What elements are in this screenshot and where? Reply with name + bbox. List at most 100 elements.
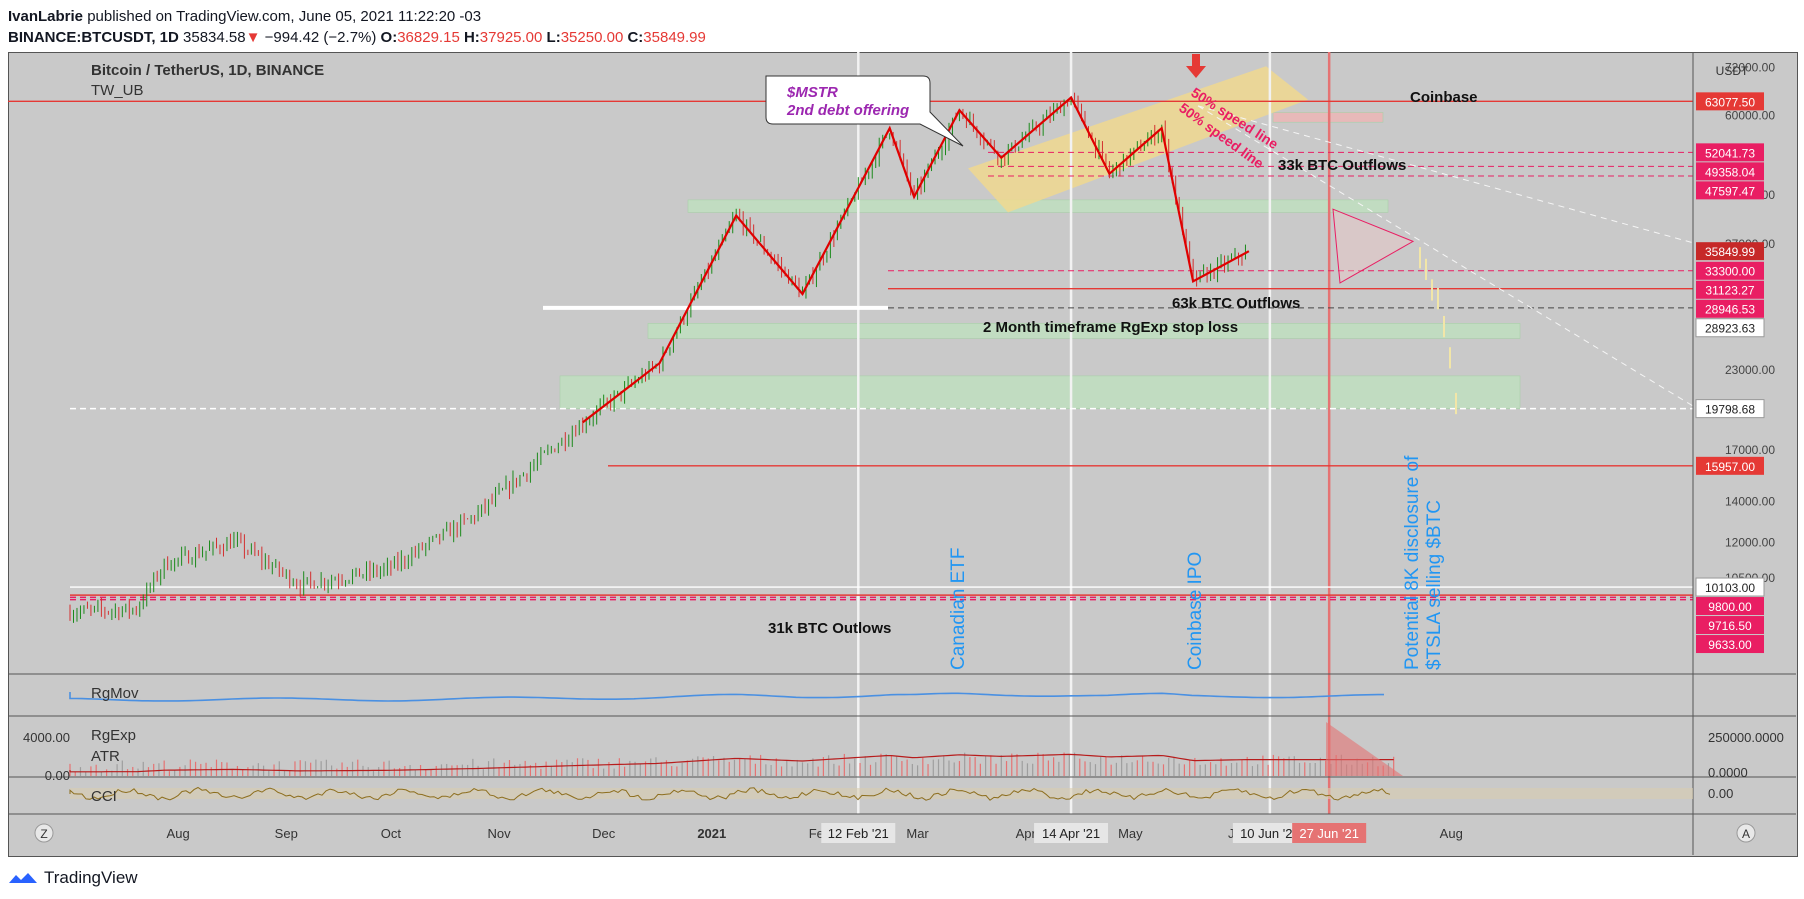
price-tick: 72000.00 [1725, 60, 1775, 74]
chart-frame[interactable] [8, 52, 1798, 857]
mstr-label: $MSTR [786, 84, 838, 101]
date-badge [821, 823, 896, 843]
price-label-box [1695, 318, 1765, 338]
indicator-label: TW_UB [91, 82, 144, 99]
price-label: 31123.27 [1705, 284, 1754, 298]
symbol: BINANCE:BTCUSDT, 1D [8, 29, 179, 46]
footer: TradingView [8, 868, 138, 888]
price-label-box [1696, 143, 1764, 162]
price-label-box [1696, 616, 1764, 635]
price-label-box [1696, 181, 1764, 200]
last-price: 35834.58 [183, 29, 246, 46]
price-tick: 60000.00 [1725, 109, 1775, 123]
time-tick: Apr [1016, 826, 1037, 841]
price-tick: 23000.00 [1725, 363, 1775, 377]
cci-right-tick: 0.00 [1708, 786, 1733, 801]
triangle-pattern [1332, 208, 1415, 284]
stop-loss-label: 2 Month timeframe RgExp stop loss [983, 319, 1238, 336]
date-badge-label: 27 Jun '21 [1299, 826, 1359, 841]
price-label: 33300.00 [1705, 265, 1755, 279]
support-zone [687, 199, 1389, 213]
wave-count-line [582, 95, 1250, 424]
time-tick: May [1118, 826, 1143, 841]
tradingview-logo-icon [9, 873, 37, 883]
high-value: 37925.00 [479, 29, 543, 46]
zoom-button-label: Z [40, 827, 47, 841]
price-label: 52041.73 [1705, 146, 1755, 160]
atr-decline-shape [1326, 722, 1403, 776]
price-chart[interactable]: 72000.0060000.0044500.0037000.0023000.00… [8, 52, 1796, 855]
price-label: 28946.53 [1705, 303, 1755, 317]
price-label: 10103.00 [1705, 581, 1755, 595]
price-label: 19798.68 [1705, 403, 1755, 417]
price-label: 28923.63 [1705, 322, 1755, 336]
auto-scale-button[interactable]: A [1736, 823, 1756, 843]
date-badge-label: 14 Apr '21 [1042, 826, 1100, 841]
price-label-box [1696, 597, 1764, 616]
close-value: 35849.99 [643, 29, 706, 46]
atr-label: ATR [91, 748, 120, 765]
rgexp-left-tick-top: 4000.00 [23, 730, 70, 745]
time-tick: 2021 [697, 826, 726, 841]
open-label: O: [380, 29, 398, 46]
date-badge-label: 12 Feb '21 [828, 826, 889, 841]
price-label: 49358.04 [1705, 165, 1755, 179]
price-label-box [1695, 399, 1765, 419]
time-tick: Oct [381, 826, 402, 841]
cci-band [70, 788, 1693, 799]
time-tick: Aug [167, 826, 190, 841]
tesla-disclosure-label-2: $TSLA selling $BTC [1424, 500, 1445, 670]
price-change: −994.42 (−2.7%) [264, 29, 377, 46]
price-label: 15957.00 [1705, 460, 1755, 474]
speed-line [1197, 105, 1694, 244]
author-name[interactable]: IvanLabrie [8, 8, 84, 25]
ohlc-line: BINANCE:BTCUSDT, 1D 35834.58▼ −994.42 (−… [8, 29, 706, 46]
price-label-box [1696, 162, 1764, 181]
price-label-box [1696, 280, 1764, 299]
low-value: 35250.00 [560, 29, 624, 46]
price-tick: 14000.00 [1725, 495, 1775, 509]
date-badge [1292, 823, 1367, 843]
cci-line [69, 786, 1391, 801]
time-tick: Mar [906, 826, 929, 841]
outflows-33k-label: 33k BTC Outflows [1278, 157, 1406, 174]
high-label: H: [463, 29, 480, 46]
tesla-disclosure-label-1: Potential 8K disclosure of [1402, 455, 1423, 670]
price-tick: 12000.00 [1725, 535, 1775, 549]
rgexp-left-tick-bottom: 0.00 [45, 768, 70, 783]
support-zone [647, 323, 1521, 339]
price-label: 35849.99 [1705, 245, 1755, 259]
coinbase-ipo-label: Coinbase IPO [1185, 552, 1206, 670]
down-triangle-icon: ▼ [245, 29, 261, 46]
price-label-box [1695, 577, 1765, 597]
outflows-31k-label: 31k BTC Outlows [768, 620, 891, 637]
published-text: published on TradingView.com, June 05, 2… [83, 8, 482, 25]
low-label: L: [546, 29, 561, 46]
auto-scale-button-label: A [1742, 827, 1750, 841]
rgexp-label: RgExp [91, 727, 136, 744]
price-label-box [1696, 242, 1764, 261]
price-label-box [1696, 92, 1764, 111]
rgmov-line [69, 692, 1384, 702]
time-tick: Dec [592, 826, 616, 841]
debt-offering-label: 2nd debt offering [786, 102, 909, 119]
publish-line: IvanLabrie published on TradingView.com,… [8, 8, 481, 25]
price-label: 9716.50 [1708, 619, 1752, 633]
cci-label: CCI [91, 788, 117, 805]
top-arrow-icon [1186, 54, 1206, 78]
support-zone [559, 375, 1521, 409]
rgexp-right-tick-bottom: 0.0000 [1708, 765, 1748, 780]
price-tick: 17000.00 [1725, 443, 1775, 457]
tradingview-brand[interactable]: TradingView [44, 868, 138, 887]
rgexp-right-tick-top: 250000.0000 [1708, 730, 1784, 745]
zoom-button[interactable]: Z [34, 823, 54, 843]
price-label-box [1696, 261, 1764, 280]
chart-legend-title: Bitcoin / TetherUS, 1D, BINANCE [91, 62, 324, 79]
date-badge [1232, 823, 1307, 843]
price-label: 63077.50 [1705, 95, 1755, 109]
close-label: C: [627, 29, 644, 46]
open-value: 36829.15 [397, 29, 460, 46]
price-label: 9633.00 [1708, 638, 1752, 652]
mstr-callout[interactable]: $MSTR 2nd debt offering [765, 75, 964, 147]
atr-line [69, 753, 1394, 773]
